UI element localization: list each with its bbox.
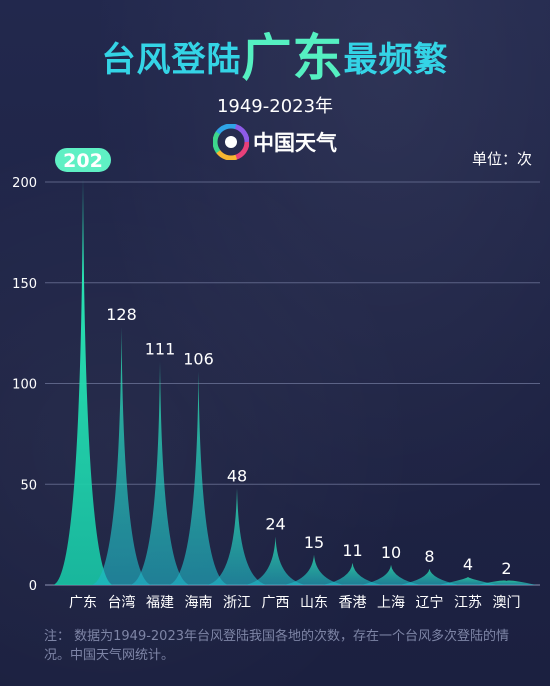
peak-mark — [284, 554, 344, 585]
data-label: 10 — [381, 543, 401, 562]
peak-mark — [361, 564, 421, 585]
x-tick-label: 台湾 — [108, 594, 136, 611]
x-tick-label: 广西 — [262, 595, 290, 611]
peak-mark — [476, 580, 537, 585]
data-label: 11 — [342, 541, 362, 560]
x-tick-label: 辽宁 — [416, 594, 444, 611]
title-part-1: 台风登陆 — [101, 40, 242, 80]
x-tick-label: 上海 — [377, 595, 405, 611]
x-tick-label: 江苏 — [454, 595, 482, 611]
peak-mark — [91, 327, 152, 585]
x-tick-label: 海南 — [185, 595, 213, 611]
x-tick-label: 广东 — [69, 595, 97, 611]
title-part-3: 最频繁 — [343, 40, 449, 80]
logo-icon — [213, 124, 249, 160]
footnote: 注： 数据为1949-2023年台风登陆我国各地的次数，存在一个台风多次登陆的情… — [44, 629, 509, 663]
data-label: 24 — [265, 515, 285, 534]
data-label: 8 — [424, 547, 434, 566]
peak-mark — [399, 568, 460, 585]
peak-mark — [53, 177, 113, 585]
peak-mark — [322, 562, 383, 585]
peak-mark — [130, 361, 190, 585]
data-label: 4 — [463, 555, 473, 574]
data-label: 111 — [145, 339, 176, 358]
peak-mark — [245, 536, 306, 585]
data-label: 48 — [227, 466, 247, 485]
x-tick-label: 香港 — [339, 595, 367, 611]
unit-label: 单位：次 — [471, 150, 532, 168]
y-tick-label: 150 — [12, 277, 37, 292]
data-label: 106 — [183, 349, 214, 368]
peak-mark — [207, 488, 267, 585]
peak-mark — [438, 576, 498, 585]
title-part-2: 广东 — [241, 29, 344, 87]
x-tick-label: 澳门 — [493, 595, 521, 611]
x-tick-label: 福建 — [146, 595, 174, 611]
x-tick-label: 浙江 — [223, 595, 251, 611]
highlight-badge — [55, 147, 111, 172]
data-label: 2 — [501, 559, 511, 578]
data-label: 202 — [63, 150, 103, 172]
page-title: 台风登陆广东最频繁 — [0, 18, 550, 90]
x-tick-label: 山东 — [300, 595, 328, 611]
data-label: 128 — [106, 305, 137, 324]
peak-mark — [168, 371, 229, 585]
y-tick-label: 50 — [20, 478, 37, 493]
subtitle: 1949-2023年 — [216, 96, 334, 117]
y-tick-label: 200 — [12, 176, 37, 191]
data-label: 15 — [304, 533, 324, 552]
y-tick-label: 0 — [29, 579, 37, 594]
brand-name: 中国天气 — [253, 131, 337, 155]
y-tick-label: 100 — [12, 378, 37, 393]
brand-logo: 中国天气 — [213, 122, 337, 162]
